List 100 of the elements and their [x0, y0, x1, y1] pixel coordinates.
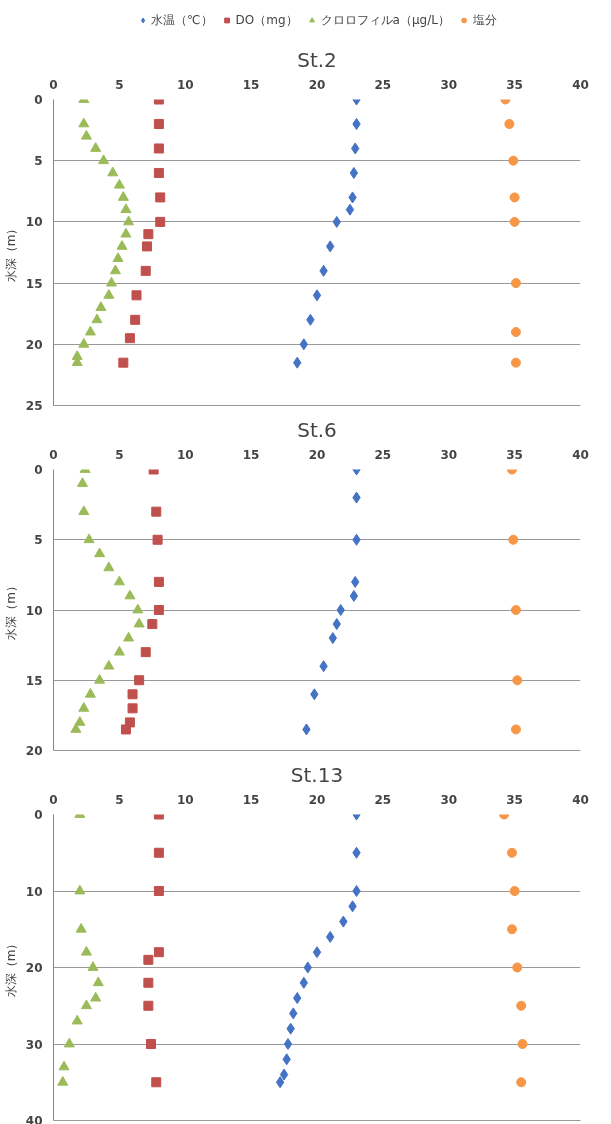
point	[508, 155, 519, 166]
y-tick-label: 25	[25, 399, 43, 413]
x-tick-label: 25	[374, 792, 392, 807]
x-tick-label: 10	[176, 77, 194, 92]
point	[127, 689, 138, 700]
point	[57, 1075, 69, 1086]
point	[113, 575, 125, 586]
point	[283, 1038, 293, 1050]
point	[509, 192, 520, 203]
point	[84, 325, 96, 336]
point	[517, 1039, 528, 1049]
x-tick-label: 5	[115, 792, 124, 807]
y-tick-label: 10	[25, 215, 43, 230]
point	[70, 723, 82, 733]
point	[510, 724, 521, 735]
point	[132, 603, 144, 614]
y-tick-label: 0	[34, 463, 43, 477]
point	[78, 117, 90, 128]
point	[349, 166, 359, 179]
point	[130, 314, 141, 325]
point	[78, 505, 90, 516]
point	[113, 645, 125, 656]
point	[127, 703, 138, 714]
point	[109, 264, 121, 275]
point	[155, 216, 166, 227]
point	[142, 241, 153, 252]
y-tick-label: 5	[34, 154, 43, 169]
legend-label: 塩分	[472, 11, 497, 29]
point	[151, 506, 162, 517]
legend-label: DO（mg）	[235, 11, 298, 29]
x-tick-label: 30	[440, 792, 458, 807]
point	[510, 605, 521, 615]
point	[352, 885, 361, 897]
point	[84, 688, 96, 698]
point	[107, 166, 119, 177]
point	[516, 1077, 527, 1088]
point	[145, 1039, 156, 1049]
point	[509, 886, 520, 896]
x-tick-label: 35	[506, 792, 523, 807]
y-tick-label: 10	[25, 603, 43, 618]
y-tick-label: 20	[25, 744, 43, 758]
point	[118, 357, 129, 368]
point	[95, 301, 107, 311]
x-tick-label: 40	[572, 77, 589, 92]
point	[75, 922, 87, 933]
point	[112, 252, 124, 263]
point	[140, 265, 151, 276]
point	[336, 604, 345, 616]
x-tick-label: 0	[49, 447, 58, 462]
x-tick-label: 10	[176, 792, 194, 807]
x-tick-label: 30	[440, 447, 458, 462]
point	[124, 589, 136, 600]
x-tick-label: 15	[242, 77, 260, 92]
x-tick-label: 0	[49, 792, 58, 807]
point	[120, 724, 131, 735]
chart-title: St.2	[297, 47, 337, 72]
point	[153, 576, 164, 587]
x-tick-label: 15	[242, 792, 260, 807]
point	[120, 203, 132, 214]
point	[80, 129, 92, 140]
y-axis-title: 水深（m）	[3, 580, 18, 640]
point	[94, 673, 106, 684]
point	[504, 118, 515, 129]
x-tick-label: 40	[572, 447, 589, 462]
x-tick-label: 35	[506, 77, 523, 92]
point	[153, 167, 164, 178]
point	[508, 534, 519, 545]
x-tick-label: 5	[115, 447, 124, 462]
point	[153, 947, 164, 958]
point	[345, 203, 355, 216]
point	[279, 1068, 289, 1081]
point	[140, 647, 151, 658]
point	[105, 276, 117, 287]
x-tick-label: 20	[308, 77, 326, 92]
point	[83, 533, 95, 544]
point	[87, 961, 99, 971]
point	[151, 1077, 162, 1088]
point	[510, 278, 521, 289]
y-axis-title: 水深（m）	[3, 222, 18, 283]
point	[510, 327, 521, 338]
point	[78, 702, 90, 712]
y-tick-label: 15	[25, 276, 43, 291]
x-tick-label: 10	[176, 447, 194, 462]
point	[76, 477, 88, 487]
y-tick-label: 30	[25, 1037, 43, 1052]
point	[94, 547, 106, 558]
point	[509, 216, 520, 227]
x-tick-label: 20	[308, 447, 326, 462]
y-tick-label: 20	[25, 961, 43, 975]
point	[147, 619, 158, 630]
point	[131, 290, 142, 301]
point	[113, 178, 125, 189]
point	[512, 962, 523, 973]
point	[116, 240, 128, 250]
y-tick-label: 0	[34, 93, 43, 107]
y-tick-label: 10	[25, 884, 43, 899]
x-tick-label: 25	[374, 447, 392, 462]
point	[349, 589, 359, 602]
point	[91, 313, 103, 324]
y-tick-label: 5	[34, 533, 43, 548]
